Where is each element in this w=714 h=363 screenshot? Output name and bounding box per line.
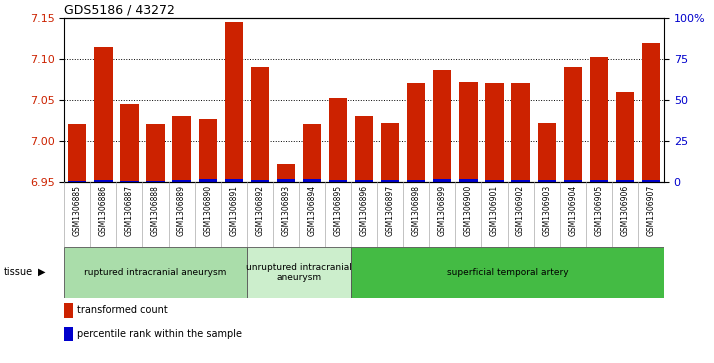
Bar [459, 82, 478, 182]
Bar [329, 98, 347, 182]
Bar [615, 180, 634, 182]
Bar [381, 180, 399, 182]
Text: GSM1306906: GSM1306906 [620, 185, 630, 236]
Bar [433, 179, 451, 182]
Bar [590, 57, 608, 182]
Bar [511, 83, 530, 182]
Bar [642, 43, 660, 182]
Bar [355, 116, 373, 182]
Text: GSM1306899: GSM1306899 [438, 185, 447, 236]
Text: GSM1306893: GSM1306893 [281, 185, 291, 236]
Bar [563, 180, 582, 182]
Bar [173, 180, 191, 182]
Text: GSM1306902: GSM1306902 [516, 185, 525, 236]
FancyBboxPatch shape [247, 247, 351, 298]
Text: GSM1306892: GSM1306892 [256, 185, 264, 236]
Bar [303, 125, 321, 182]
Text: GSM1306886: GSM1306886 [99, 185, 108, 236]
Bar [433, 70, 451, 182]
Text: GSM1306890: GSM1306890 [203, 185, 212, 236]
Bar [225, 179, 243, 182]
Bar [146, 180, 165, 182]
Bar [355, 180, 373, 182]
Text: GSM1306901: GSM1306901 [490, 185, 499, 236]
Bar [642, 180, 660, 182]
Bar [277, 179, 295, 182]
Bar [459, 179, 478, 182]
Bar [486, 83, 503, 182]
Text: GSM1306905: GSM1306905 [594, 185, 603, 236]
Bar [381, 123, 399, 182]
Text: ruptured intracranial aneurysm: ruptured intracranial aneurysm [84, 268, 227, 277]
Text: transformed count: transformed count [77, 305, 168, 315]
Bar [198, 119, 217, 182]
Bar [251, 67, 269, 182]
Bar [538, 123, 555, 182]
Bar [225, 22, 243, 182]
Text: GSM1306888: GSM1306888 [151, 185, 160, 236]
Bar [511, 180, 530, 182]
Bar [303, 179, 321, 182]
Text: GSM1306897: GSM1306897 [386, 185, 395, 236]
Text: GSM1306895: GSM1306895 [333, 185, 343, 236]
Bar [251, 180, 269, 182]
FancyBboxPatch shape [351, 247, 664, 298]
Text: unruptured intracranial
aneurysm: unruptured intracranial aneurysm [246, 262, 352, 282]
Text: GSM1306887: GSM1306887 [125, 185, 134, 236]
Text: GSM1306904: GSM1306904 [568, 185, 577, 236]
Text: GSM1306889: GSM1306889 [177, 185, 186, 236]
Text: GSM1306896: GSM1306896 [360, 185, 368, 236]
Bar [563, 67, 582, 182]
Text: GSM1306898: GSM1306898 [412, 185, 421, 236]
Bar [121, 104, 139, 182]
Bar [590, 180, 608, 182]
Text: GSM1306891: GSM1306891 [229, 185, 238, 236]
Text: percentile rank within the sample: percentile rank within the sample [77, 329, 242, 339]
Text: GSM1306903: GSM1306903 [542, 185, 551, 236]
Bar [407, 83, 426, 182]
Bar [486, 180, 503, 182]
Text: ▶: ▶ [38, 267, 46, 277]
Text: GSM1306900: GSM1306900 [464, 185, 473, 236]
Bar [277, 163, 295, 182]
Bar [68, 125, 86, 182]
Bar [94, 180, 113, 182]
Text: GSM1306894: GSM1306894 [308, 185, 316, 236]
Bar [146, 125, 165, 182]
Bar [615, 92, 634, 182]
Bar [329, 180, 347, 182]
Text: GDS5186 / 43272: GDS5186 / 43272 [64, 4, 175, 17]
Bar [121, 181, 139, 182]
Text: GSM1306885: GSM1306885 [73, 185, 82, 236]
Bar [94, 47, 113, 182]
Bar [538, 180, 555, 182]
Bar [407, 180, 426, 182]
Text: GSM1306907: GSM1306907 [646, 185, 655, 236]
Bar [198, 179, 217, 182]
Text: tissue: tissue [4, 267, 33, 277]
Bar [173, 116, 191, 182]
Text: superficial temporal artery: superficial temporal artery [447, 268, 568, 277]
FancyBboxPatch shape [64, 247, 247, 298]
